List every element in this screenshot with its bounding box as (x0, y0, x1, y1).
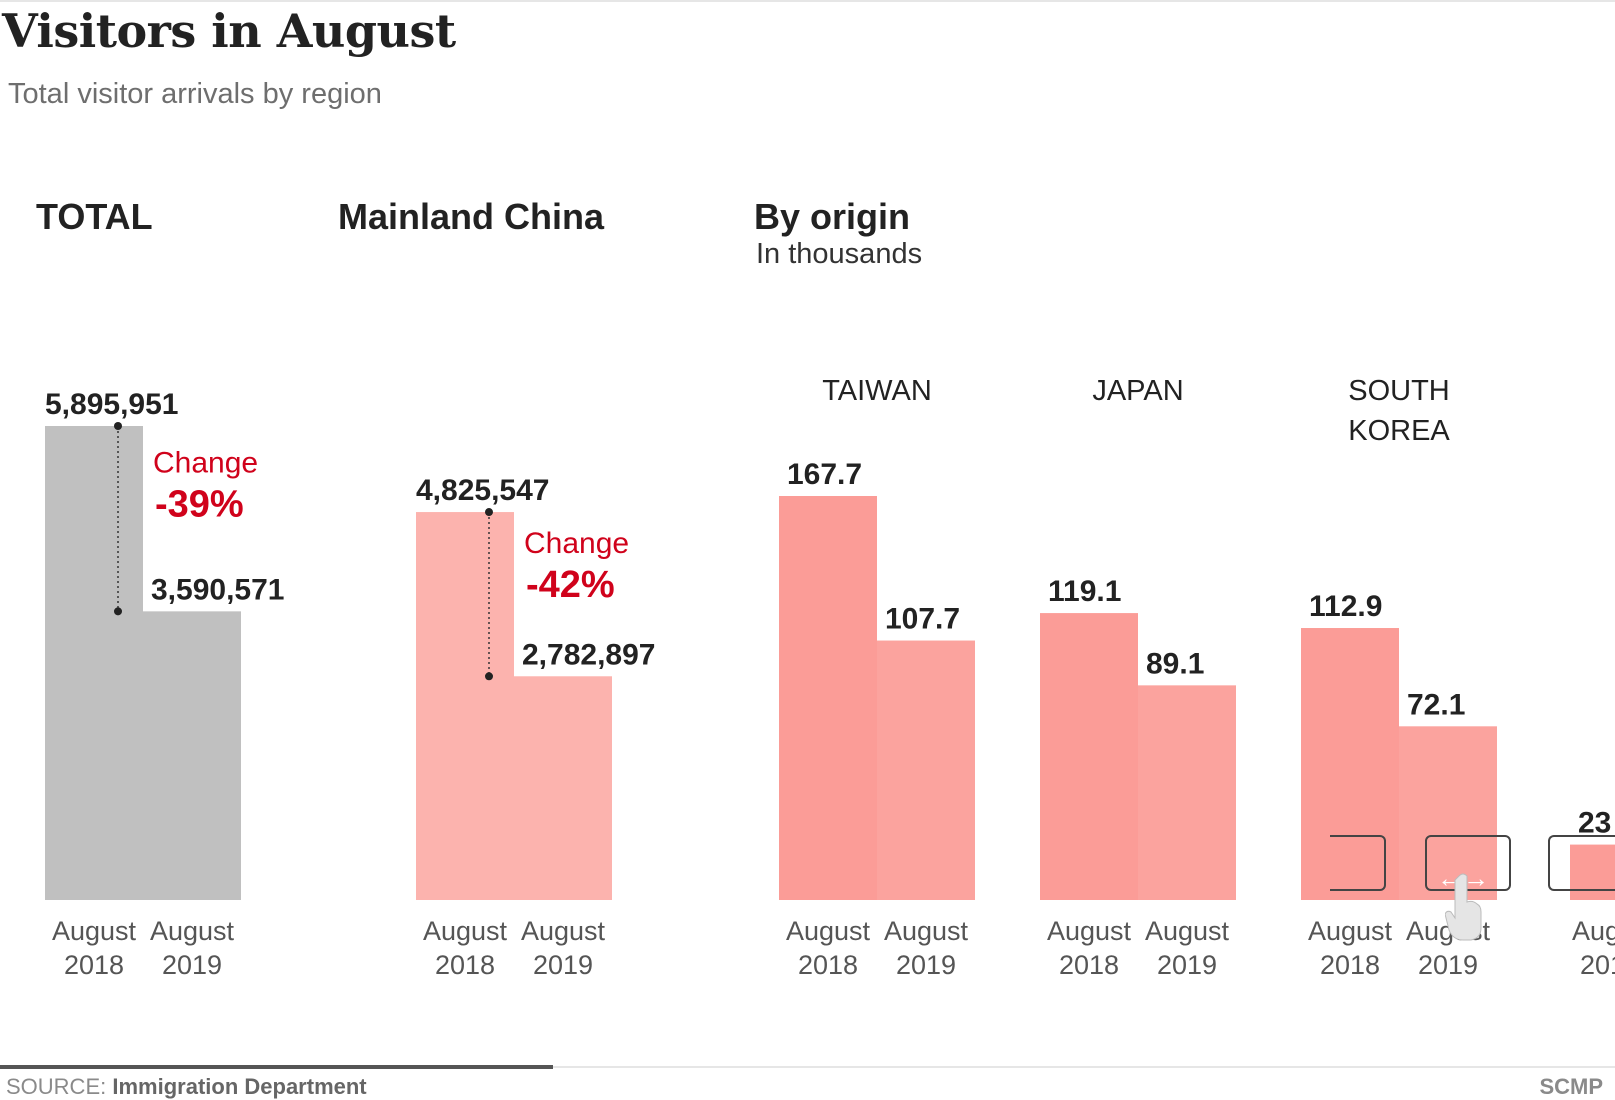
origin-0-axis-label-0-0: August (786, 916, 871, 946)
bar-origin-1-1 (1138, 685, 1236, 900)
p1-axis-label-1-1: 2019 (533, 950, 593, 980)
origin-1-axis-label-0-1: 2018 (1059, 950, 1119, 980)
p0-axis-label-1-0: August (150, 916, 235, 946)
p1-axis-label-0-1: 2018 (435, 950, 495, 980)
chart-canvas: 5,895,951 3,590,571 Change -39% August 2018 Au… (45, 375, 1615, 980)
origin-1-axis-label-1-1: 2019 (1157, 950, 1217, 980)
p0-axis-label-1-1: 2019 (162, 950, 222, 980)
value-label-origin-2-0: 112.9 (1309, 590, 1382, 623)
bar-origin-0-1 (877, 640, 975, 900)
origin-0-axis-label-1-0: August (884, 916, 969, 946)
origin-3-axis-label-0-0: August (1572, 916, 1615, 946)
section-subtitle-origin: In thousands (756, 238, 923, 270)
change-dot-bottom-p1 (485, 672, 493, 681)
section-title-origin: By origin (754, 196, 911, 237)
value-label-p0-0: 5,895,951 (45, 388, 178, 421)
origin-2-axis-label-0-1: 2018 (1320, 950, 1380, 980)
change-value-p0: -39% (155, 483, 244, 525)
scroll-progress[interactable] (0, 1065, 553, 1069)
group-name-0-0: TAIWAN (822, 375, 932, 407)
bar-p0-1 (143, 611, 241, 900)
origin-2-axis-label-0-0: August (1308, 916, 1393, 946)
swipe-hand-icon (1445, 873, 1482, 941)
origin-1-axis-label-1-0: August (1145, 916, 1230, 946)
source-name: Immigration Department (112, 1074, 367, 1099)
top-rule (0, 0, 1615, 2)
value-label-origin-2-1: 72.1 (1407, 688, 1465, 721)
origin-3-axis-label-0-1: 2018 (1580, 950, 1615, 980)
change-dot-top-p1 (485, 508, 493, 517)
p0-axis-label-0-1: 2018 (64, 950, 124, 980)
bar-origin-2-1 (1399, 726, 1497, 900)
page-subtitle: Total visitor arrivals by region (8, 78, 382, 110)
value-label-p1-0: 4,825,547 (416, 474, 549, 507)
p0-axis-label-0-0: August (52, 916, 137, 946)
change-label-p0: Change (153, 446, 258, 479)
origin-0-axis-label-0-1: 2018 (798, 950, 858, 980)
change-dot-top-p0 (114, 422, 122, 430)
source-prefix: SOURCE: (6, 1074, 107, 1099)
change-label-p1: Change (524, 527, 629, 560)
change-value-p1: -42% (526, 564, 615, 606)
value-label-origin-1-0: 119.1 (1048, 575, 1121, 608)
section-title-total: TOTAL (36, 196, 153, 237)
value-label-origin-1-1: 89.1 (1146, 647, 1204, 680)
value-label-p0-1: 3,590,571 (151, 573, 284, 606)
origin-2-axis-label-1-1: 2019 (1418, 950, 1478, 980)
value-label-origin-0-1: 107.7 (885, 603, 960, 636)
scroll-hint-frame-right (1548, 835, 1615, 891)
p1-axis-label-1-0: August (521, 916, 606, 946)
footer-rule (0, 1066, 1615, 1068)
bar-p0-0 (45, 426, 143, 900)
source-note: SOURCE: Immigration Department (6, 1074, 367, 1100)
p1-axis-label-0-0: August (423, 916, 508, 946)
bar-origin-0-0 (779, 496, 877, 900)
origin-1-axis-label-0-0: August (1047, 916, 1132, 946)
bar-p1-1 (514, 676, 612, 900)
page-title: Visitors in August (2, 4, 456, 58)
bar-origin-1-0 (1040, 613, 1138, 900)
bar-p1-0 (416, 512, 514, 900)
brand-label: SCMP (1539, 1074, 1603, 1099)
value-label-origin-0-0: 167.7 (787, 458, 862, 491)
group-name-1-0: JAPAN (1092, 375, 1183, 407)
value-label-origin-3-0: 23 (1578, 807, 1611, 840)
group-name-2-0: SOUTH (1348, 375, 1450, 407)
group-name-2-1: KOREA (1348, 415, 1450, 447)
bar-origin-2-0 (1301, 628, 1399, 900)
change-dot-bottom-p0 (114, 607, 122, 616)
value-label-p1-1: 2,782,897 (522, 638, 655, 671)
origin-0-axis-label-1-1: 2019 (896, 950, 956, 980)
scroll-hint-frame-left (1330, 835, 1386, 891)
section-title-mainland: Mainland China (338, 196, 605, 237)
